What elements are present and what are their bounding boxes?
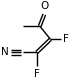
Text: O: O [40, 1, 48, 11]
Text: F: F [34, 69, 40, 79]
Text: F: F [63, 34, 69, 44]
Text: N: N [1, 47, 8, 57]
